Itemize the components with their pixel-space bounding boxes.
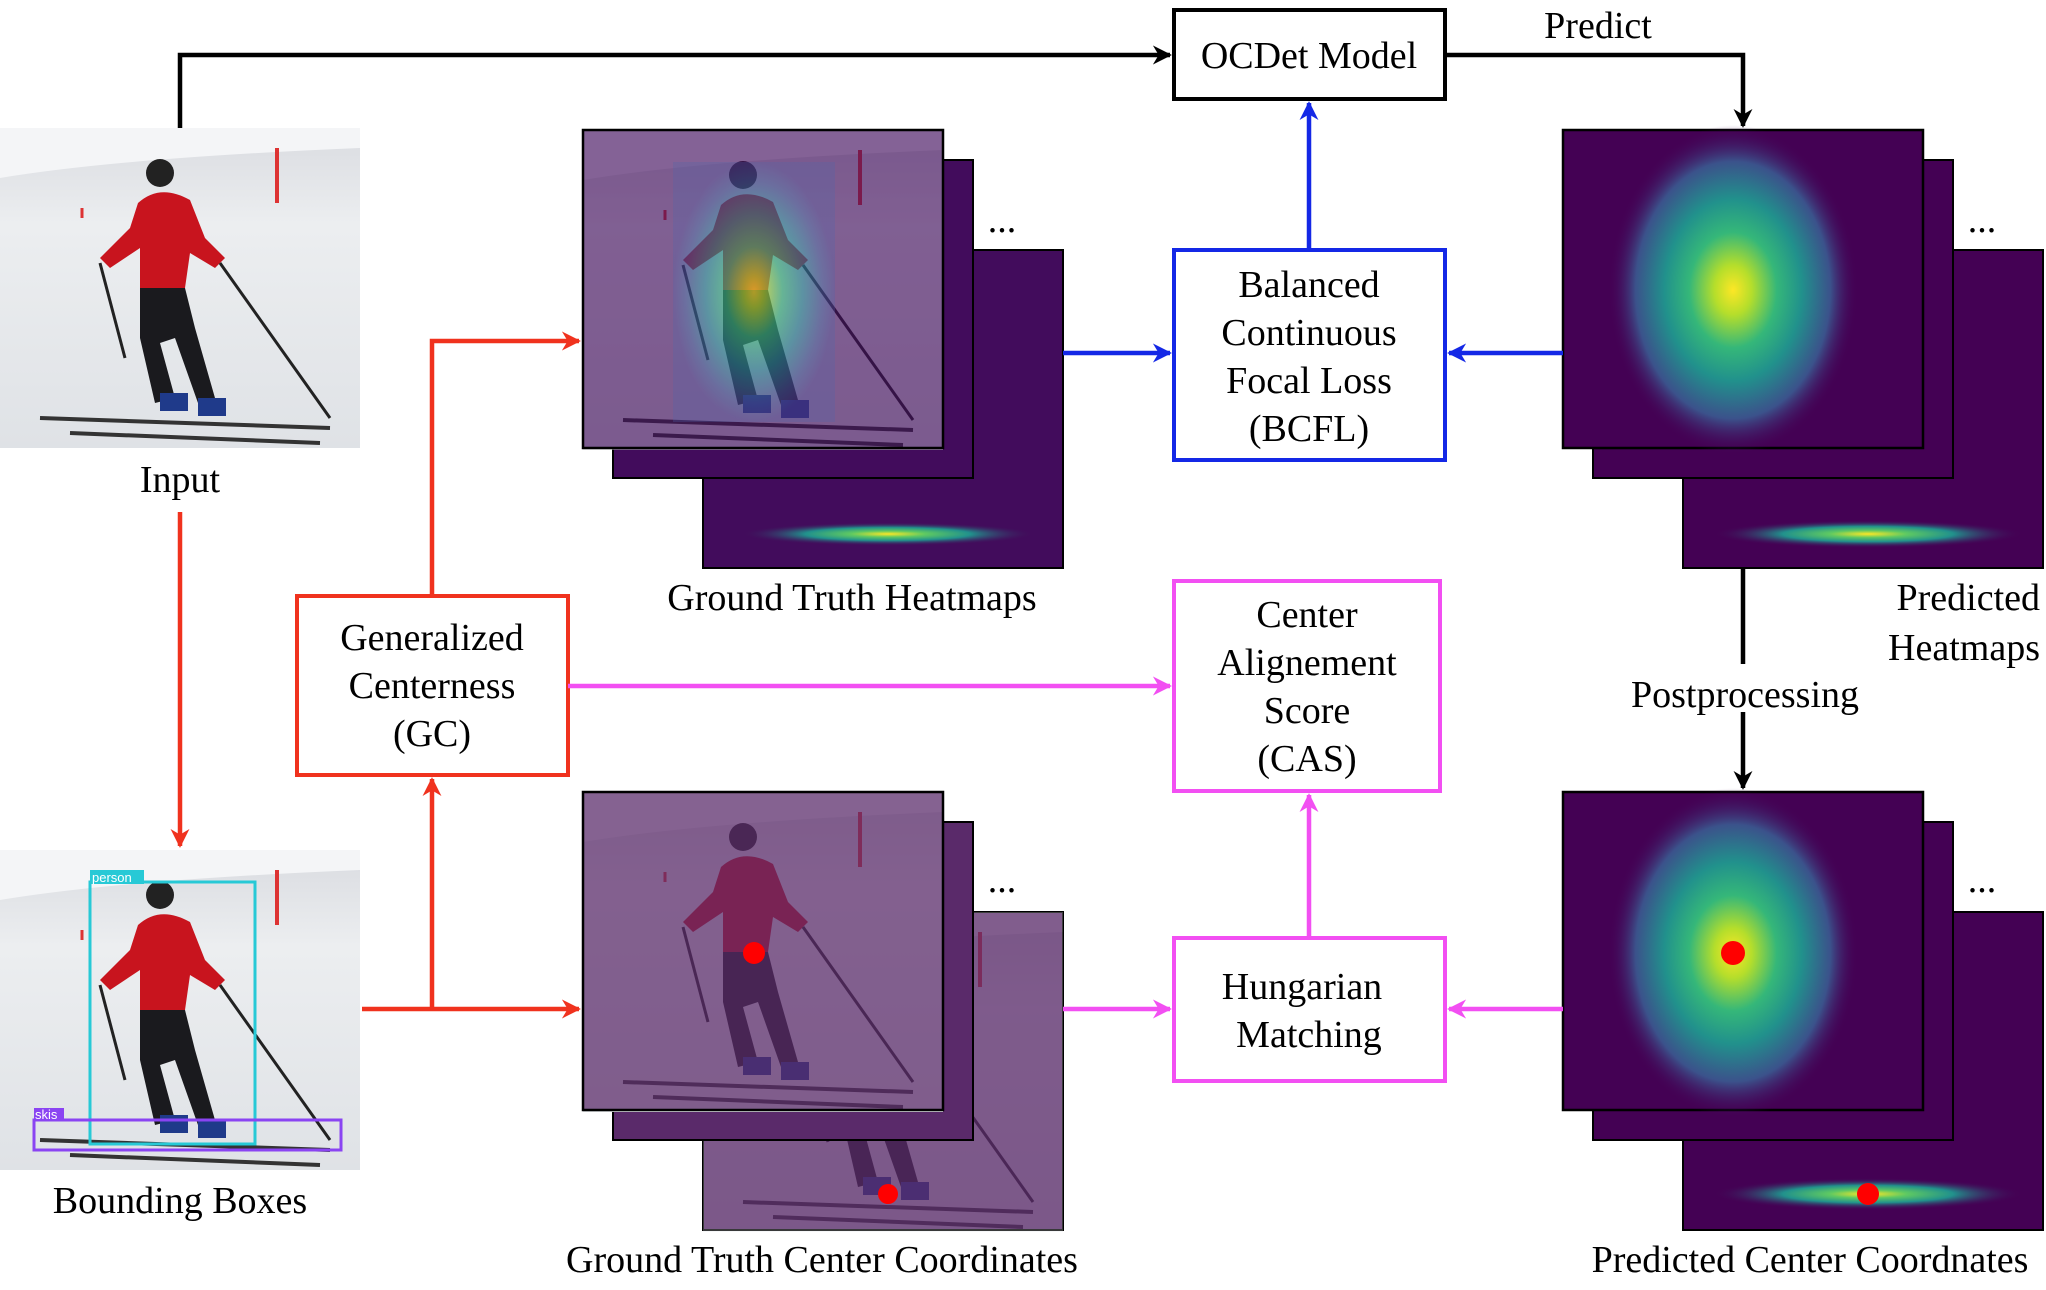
pred-heatmaps-label-line1: Predicted (1896, 577, 2040, 619)
gc-box: Generalized Centerness (GC) (295, 594, 570, 777)
gt-heatmaps-ellipsis: ... (988, 199, 1017, 241)
cas-line3: Score (1264, 690, 1351, 732)
gt-heatmaps-label: Ground Truth Heatmaps (667, 577, 1036, 619)
pred-heatmaps-stack: ... (1561, 125, 2044, 569)
ocdet-model-box: OCDet Model (1172, 8, 1447, 101)
skis-tag: skis (35, 1107, 58, 1122)
arrow-ocdet-to-pred-heatmaps (1445, 52, 1753, 128)
cas-line1: Center (1256, 594, 1358, 636)
pred-centers-label: Predicted Center Coordnates (1592, 1239, 2029, 1281)
cas-box: Center Alignement Score (CAS) (1172, 579, 1442, 793)
bcfl-box: Balanced Continuous Focal Loss (BCFL) (1172, 248, 1447, 462)
pred-heatmaps-ellipsis: ... (1968, 199, 1997, 241)
gt-centers-ellipsis: ... (988, 859, 1017, 901)
hungarian-line1: Hungarian (1222, 966, 1382, 1008)
gt-centers-label: Ground Truth Center Coordinates (566, 1239, 1078, 1281)
gt-person-center-dot (743, 942, 765, 964)
input-image (0, 126, 362, 450)
arrow-gc-to-gt-heatmaps (429, 331, 581, 596)
gt-centers-stack: ... (581, 790, 1065, 1234)
input-label: Input (140, 459, 221, 501)
arrow-input-to-ocdet (177, 45, 1172, 128)
bounding-boxes-image: person skis (0, 848, 362, 1172)
cas-line2: Alignement (1217, 642, 1397, 684)
skis-bbox (32, 1118, 343, 1152)
bcfl-line3: Focal Loss (1226, 360, 1392, 402)
gt-ski-center-dot (878, 1184, 898, 1204)
bcfl-line4: (BCFL) (1249, 408, 1369, 450)
pred-person-center-dot (1721, 941, 1745, 965)
bcfl-line2: Continuous (1221, 312, 1396, 354)
gt-heatmaps-stack: ... (581, 128, 1064, 569)
person-tag: person (92, 870, 132, 885)
gc-line1: Generalized (340, 617, 524, 659)
ocdet-model-label: OCDet Model (1201, 35, 1417, 77)
gc-line2: Centerness (349, 665, 516, 707)
bcfl-line1: Balanced (1238, 264, 1379, 306)
person-bbox (88, 880, 257, 1146)
predict-label: Predict (1544, 5, 1652, 47)
pred-heatmaps-label-line2: Heatmaps (1888, 627, 2040, 669)
bounding-boxes-label: Bounding Boxes (53, 1180, 307, 1222)
hungarian-box: Hungarian Matching (1172, 936, 1447, 1083)
pred-centers-stack: ... (1561, 788, 2044, 1231)
person-tag-bg (90, 870, 144, 884)
hungarian-line2: Matching (1236, 1014, 1382, 1056)
postprocessing-label: Postprocessing (1631, 674, 1859, 716)
pred-centers-ellipsis: ... (1968, 859, 1997, 901)
gc-line3: (GC) (393, 713, 471, 755)
skis-tag-bg (34, 1108, 64, 1121)
pred-ski-center-dot (1857, 1183, 1879, 1205)
cas-line4: (CAS) (1257, 738, 1356, 780)
